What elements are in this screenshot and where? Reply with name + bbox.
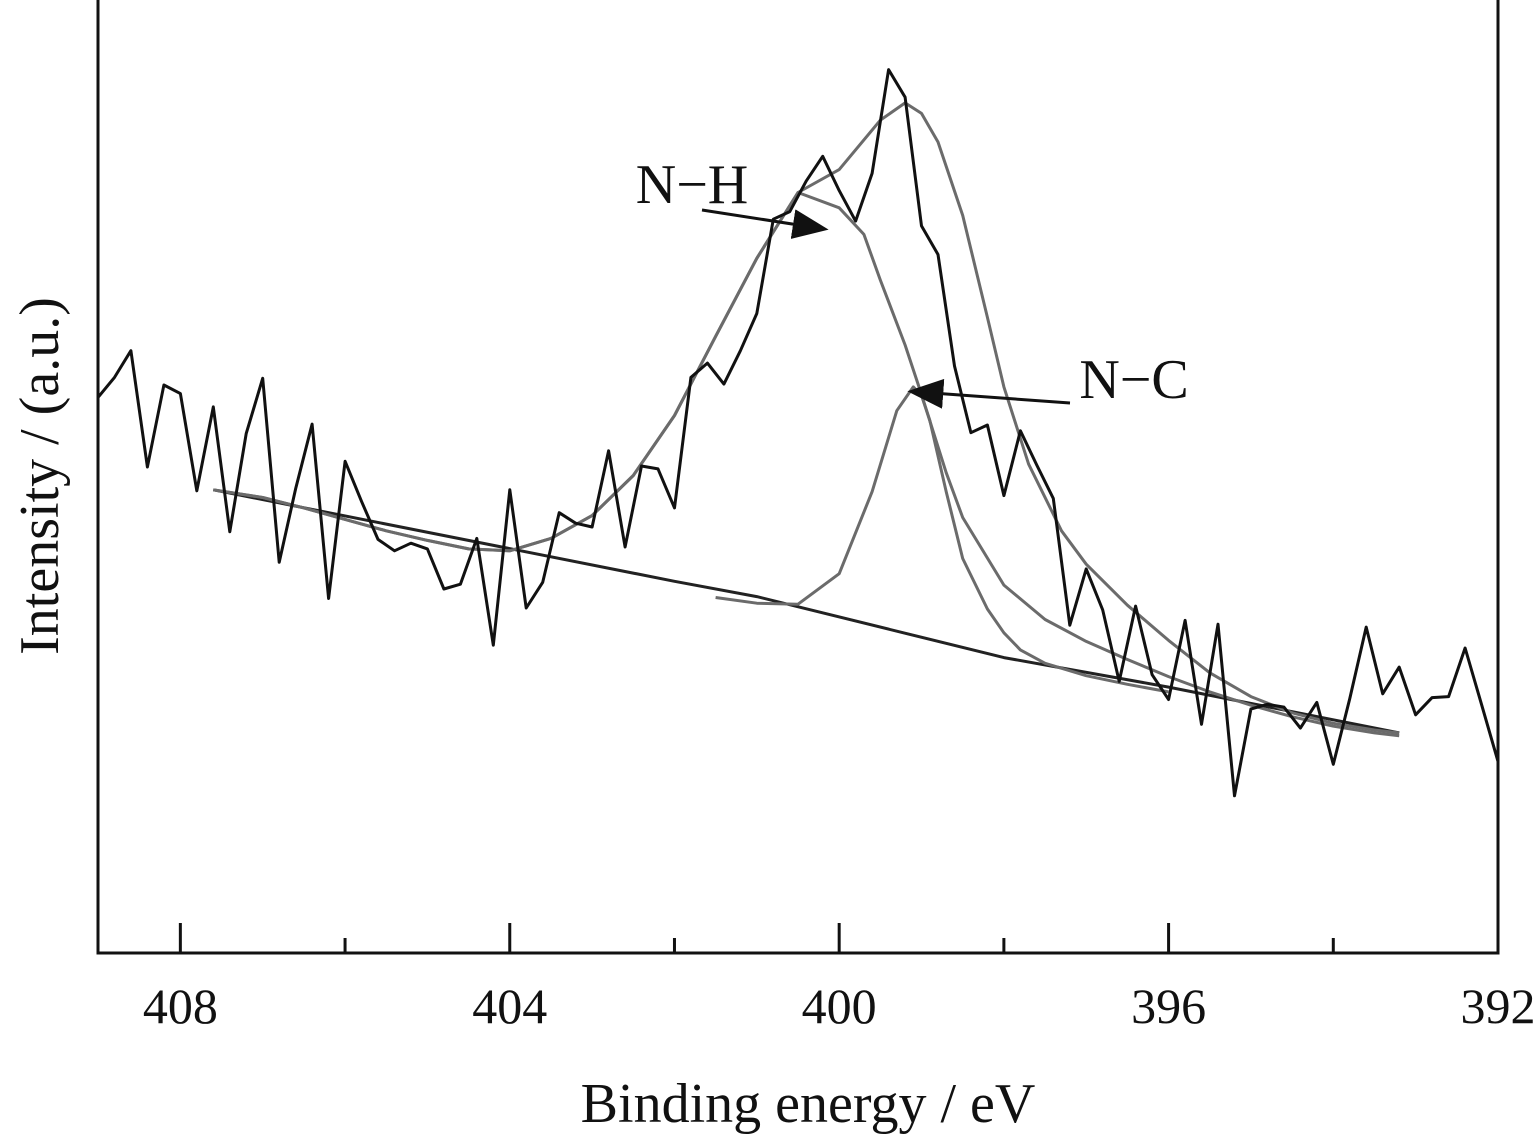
y-axis-title: Intensity / (a.u.) xyxy=(9,297,71,655)
annotation-arrow xyxy=(907,378,1071,409)
x-axis-tick-labels: 408 404 400 396 392 xyxy=(143,978,1536,1034)
x-tick-label: 396 xyxy=(1131,978,1206,1034)
x-axis-title: Binding energy / eV xyxy=(581,1073,1036,1135)
x-tick-label: 408 xyxy=(143,978,218,1034)
x-tick-label: 392 xyxy=(1461,978,1536,1034)
x-tick-label: 404 xyxy=(472,978,547,1034)
plot-area xyxy=(96,68,1500,798)
x-tick-label: 400 xyxy=(802,978,877,1034)
annotation-arrow xyxy=(701,208,829,239)
series-raw xyxy=(96,68,1500,798)
series-envelope xyxy=(213,101,1400,735)
annotation-label: N−C xyxy=(1079,349,1188,411)
annotation-label: N−H xyxy=(636,154,748,216)
annotations: N−H N−C xyxy=(636,154,1189,411)
fit-component-nc xyxy=(715,385,1169,694)
plot-frame xyxy=(96,0,1500,955)
x-axis-ticks xyxy=(178,923,1500,953)
